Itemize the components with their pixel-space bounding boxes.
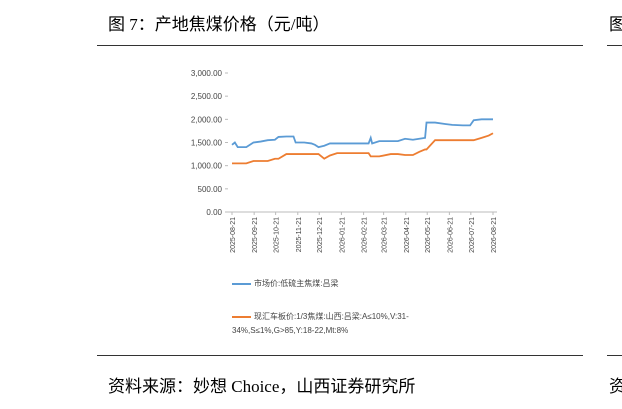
x-tick-label: 2026-05-21 bbox=[425, 217, 432, 253]
x-tick-label: 2026-07-21 bbox=[469, 217, 476, 253]
legend-label: 市场价:低硫主焦煤:吕梁 bbox=[254, 279, 339, 288]
top-rule bbox=[97, 45, 583, 46]
y-tick-label: 3,000.00 bbox=[191, 69, 223, 78]
y-tick-label: 0.00 bbox=[206, 208, 222, 217]
x-tick-label: 2026-06-21 bbox=[447, 217, 454, 253]
x-tick-label: 2025-11-21 bbox=[296, 217, 303, 252]
legend-label: 现汇车板价:1/3焦煤:山西:吕梁:A≤10%,V:31-34%,S≤1%,G>… bbox=[232, 312, 409, 335]
source-note: 资料来源：妙想 Choice，山西证券研究所 bbox=[108, 377, 416, 396]
figure-title: 图 7：产地焦煤价格（元/吨） bbox=[108, 15, 330, 34]
y-tick-label: 1,500.00 bbox=[191, 139, 223, 148]
series-line bbox=[232, 132, 494, 165]
bottom-rule bbox=[97, 355, 583, 356]
x-tick-label: 2026-03-21 bbox=[382, 217, 389, 253]
x-tick-label: 2025-08-21 bbox=[230, 217, 237, 253]
x-tick-label: 2026-08-21 bbox=[491, 217, 498, 253]
next-source-fragment: 资 bbox=[609, 377, 622, 396]
x-tick-label: 2025-10-21 bbox=[274, 217, 281, 253]
y-tick-label: 2,500.00 bbox=[191, 92, 223, 101]
x-tick-label: 2025-12-21 bbox=[317, 217, 324, 253]
bottom-rule-next bbox=[607, 355, 622, 356]
x-tick-label: 2026-02-21 bbox=[362, 217, 369, 253]
y-tick-label: 500.00 bbox=[198, 185, 223, 194]
next-figure-fragment: 图 bbox=[609, 15, 622, 34]
top-rule-next bbox=[607, 45, 622, 46]
x-tick-label: 2026-01-21 bbox=[339, 217, 346, 253]
x-tick-label: 2026-04-21 bbox=[404, 217, 411, 253]
y-tick-label: 2,000.00 bbox=[191, 115, 223, 124]
x-tick-label: 2025-09-21 bbox=[252, 217, 259, 253]
series-line bbox=[231, 118, 493, 149]
y-tick-label: 1,000.00 bbox=[191, 162, 223, 171]
